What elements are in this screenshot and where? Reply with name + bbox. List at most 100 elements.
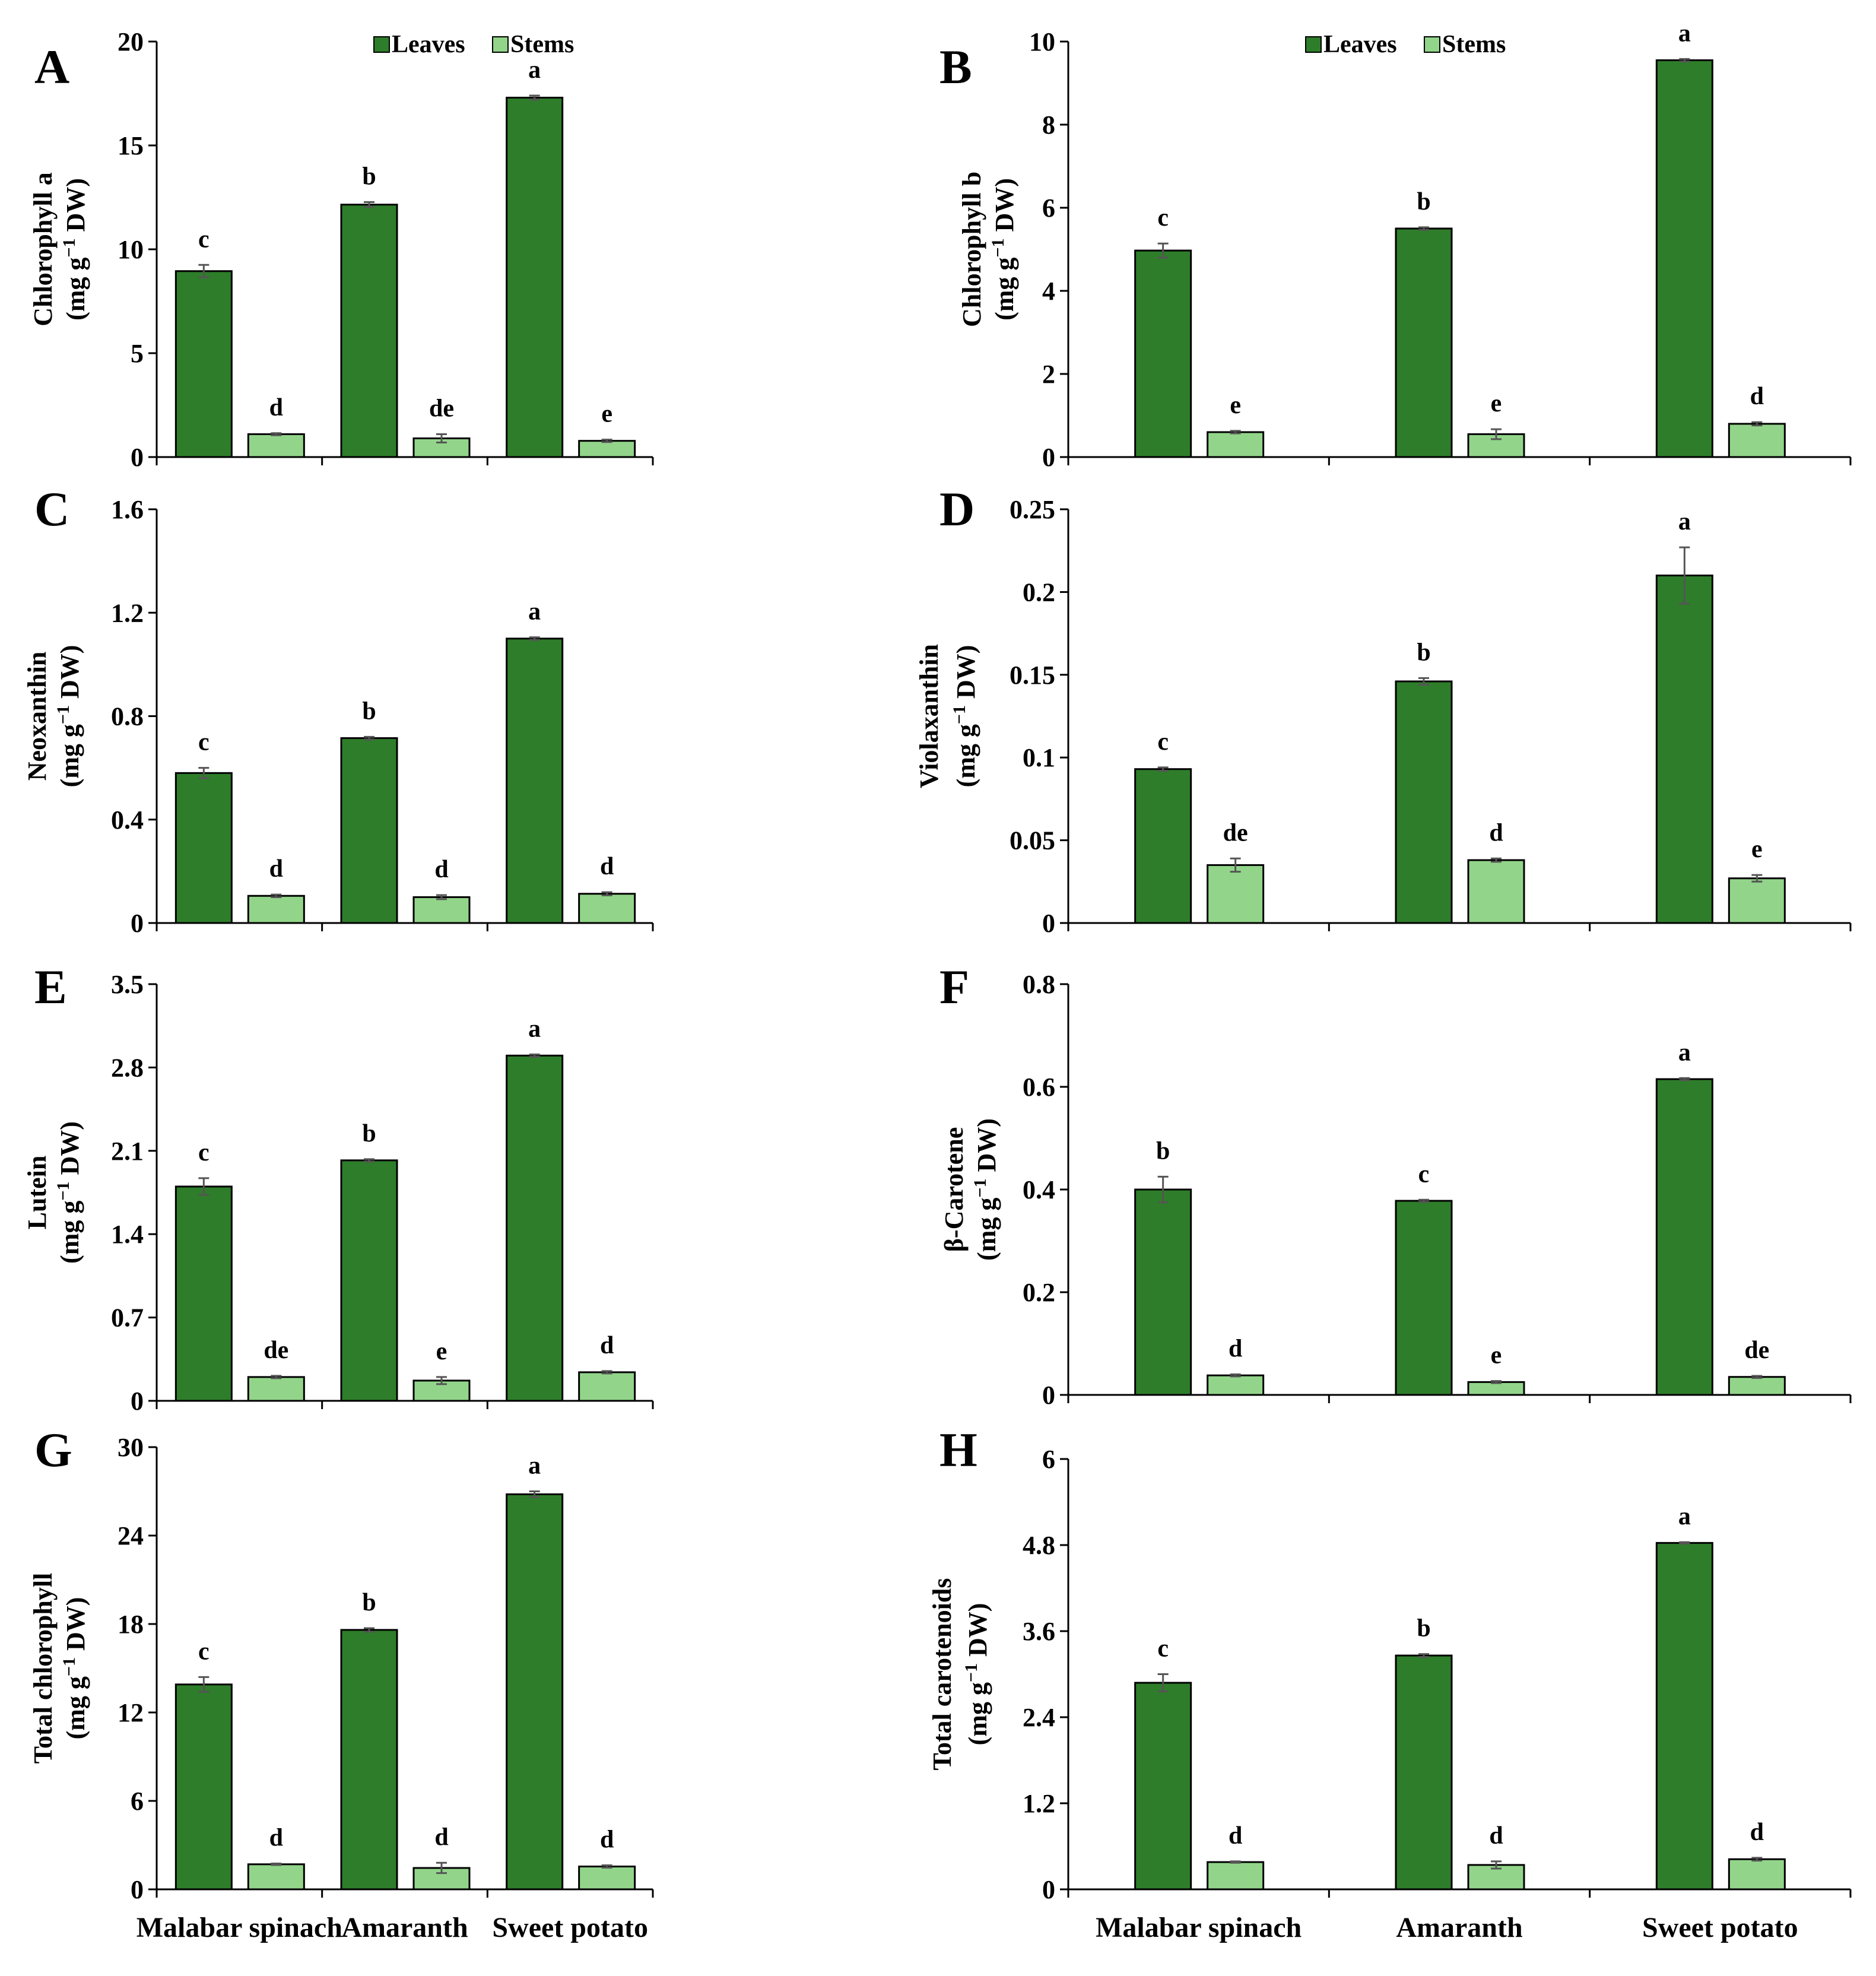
y-tick-label: 2.1 [111, 1137, 144, 1166]
panel-letter: E [34, 960, 67, 1014]
bar-leaves [174, 1683, 233, 1891]
bar-leaves [340, 204, 398, 458]
y-axis-title: Violaxanthin [915, 644, 944, 788]
significance-letter: b [1417, 188, 1430, 215]
bar-leaves [1395, 680, 1453, 924]
y-tick-label: 0.4 [111, 805, 144, 835]
bar-leaves [1395, 227, 1453, 458]
significance-letter: e [601, 401, 612, 428]
y-tick-label: 0 [1042, 909, 1055, 938]
panel-G: G 0 6 12 18 24 30 Total chlorophyll (mg g−1 DW) c… [28, 1423, 654, 1943]
unit-part: DW) [990, 178, 1019, 238]
y-tick-label: 0.8 [1023, 970, 1055, 999]
y-axis-title: Chlorophyll b [957, 172, 986, 327]
y-tick-label: 3.5 [111, 970, 144, 999]
bar-stems [247, 1863, 305, 1891]
panel-letter: G [34, 1423, 72, 1477]
significance-letter: d [1229, 1822, 1242, 1850]
significance-letter: a [1678, 508, 1691, 535]
panel-letter: B [939, 40, 972, 94]
bar-leaves [1655, 575, 1713, 924]
y-axis-unit: (mg g−1 DW) [53, 1121, 84, 1264]
x-category-label: Malabar spinach [137, 1912, 342, 1943]
y-tick-label: 12 [118, 1698, 144, 1727]
y-axis-unit: (mg g−1 DW) [970, 1118, 1001, 1261]
bar-stems [578, 440, 636, 458]
significance-letter: e [1230, 392, 1241, 419]
bar-leaves [1134, 768, 1192, 924]
y-axis-unit: (mg g−1 DW) [961, 1603, 992, 1746]
significance-letter: b [1156, 1137, 1170, 1165]
significance-letter: e [1491, 390, 1502, 417]
y-tick-label: 2.8 [111, 1053, 144, 1082]
unit-part: (mg g [990, 258, 1019, 321]
significance-letter: a [1678, 1039, 1691, 1066]
significance-letter: d [600, 853, 614, 880]
y-tick-label: 5 [131, 339, 144, 368]
significance-letter: d [600, 1332, 614, 1359]
significance-letter: c [198, 226, 209, 253]
y-axis-title: Total carotenoids [928, 1578, 957, 1771]
y-axis-unit: (mg g−1 DW) [59, 178, 90, 321]
bar-leaves [1395, 1654, 1453, 1891]
significance-letter: c [198, 1638, 209, 1665]
significance-letter: e [436, 1338, 447, 1365]
significance-letter: d [269, 394, 283, 421]
x-category-label: Malabar spinach [1096, 1912, 1302, 1943]
legend-label-stems: Stems [510, 31, 574, 58]
panel-D: D 0 0.05 0.1 0.15 0.2 0.25 Violaxanthin (mg g−1 … [915, 482, 1852, 938]
significance-letter: a [528, 598, 541, 626]
significance-letter: d [1750, 1819, 1764, 1846]
y-tick-label: 0.25 [1010, 495, 1055, 524]
bar-leaves [340, 1629, 398, 1891]
significance-letter: d [434, 1823, 448, 1851]
unit-part: (mg g [55, 1201, 84, 1264]
x-category-label: Amaranth [341, 1912, 468, 1943]
y-tick-label: 0 [131, 909, 144, 938]
bar-leaves [506, 97, 564, 458]
unit-part: DW) [61, 178, 90, 238]
bar-leaves [174, 1185, 233, 1402]
y-tick-label: 18 [118, 1610, 144, 1639]
significance-letter: a [528, 1015, 541, 1042]
bar-leaves [1395, 1200, 1453, 1396]
panel-letter: H [939, 1423, 977, 1477]
bar-stems [578, 1866, 636, 1891]
y-axis-title: Neoxanthin [23, 652, 52, 781]
significance-letter: b [1417, 639, 1430, 666]
y-tick-label: 6 [131, 1787, 144, 1816]
significance-letter: d [1489, 1822, 1503, 1850]
bar-stems [578, 1371, 636, 1402]
significance-letter: d [1750, 383, 1764, 410]
y-tick-label: 2 [1042, 360, 1055, 389]
y-axis-title: β-Carotene [939, 1127, 969, 1252]
significance-letter: d [1489, 819, 1503, 846]
y-tick-label: 3.6 [1023, 1617, 1055, 1646]
panel-letter: A [34, 40, 69, 94]
bar-stems [1728, 423, 1786, 458]
bar-stems [1207, 1374, 1265, 1396]
panel-A: A 0 5 10 15 20 Chlorophyll a (mg g−1 DW) c b a d de e… [28, 27, 654, 472]
y-tick-label: 4.8 [1023, 1531, 1055, 1560]
bar-stems [247, 1376, 305, 1402]
y-tick-label: 10 [118, 235, 144, 264]
legend-label-stems: Stems [1442, 31, 1506, 58]
panel-H: H 0 1.2 2.4 3.6 4.8 6 Total carotenoids (mg g−1 … [928, 1423, 1852, 1943]
significance-letter: a [1678, 1503, 1691, 1530]
bar-leaves [1655, 59, 1713, 458]
y-tick-label: 2.4 [1023, 1703, 1055, 1732]
bar-stems [1728, 877, 1786, 924]
unit-part: DW) [55, 645, 84, 705]
y-tick-label: 0 [131, 443, 144, 472]
bar-leaves [1655, 1078, 1713, 1396]
significance-letter: c [1418, 1160, 1430, 1188]
significance-letter: b [362, 697, 376, 725]
y-tick-label: 0.2 [1023, 578, 1055, 607]
significance-letter: de [264, 1337, 288, 1364]
unit-part: (mg g [963, 1682, 992, 1745]
significance-letter: c [198, 729, 209, 756]
y-tick-label: 0 [1042, 1381, 1055, 1410]
bar-stems [247, 895, 305, 924]
y-tick-label: 0.4 [1023, 1175, 1055, 1204]
